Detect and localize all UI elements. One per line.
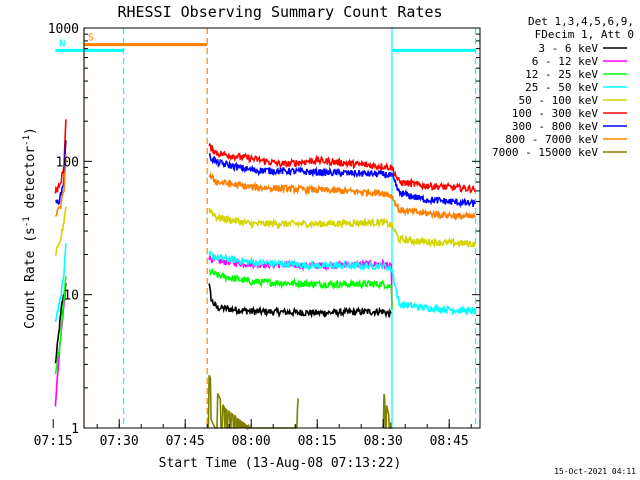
y-tick-label: 10 bbox=[63, 289, 79, 304]
plot-area: SN bbox=[54, 28, 477, 431]
x-tick-label: 08:30 bbox=[364, 434, 403, 449]
legend-label: 800 - 7000 keV bbox=[505, 133, 598, 146]
legend-label: 7000 - 15000 keV bbox=[492, 146, 598, 159]
legend-label: 6 - 12 keV bbox=[532, 55, 599, 68]
x-tick-label: 08:00 bbox=[232, 434, 271, 449]
x-tick-label: 07:30 bbox=[100, 434, 139, 449]
interval-label-0: S bbox=[88, 33, 94, 44]
legend-label: 3 - 6 keV bbox=[538, 42, 598, 55]
interval-label-1: N bbox=[59, 38, 65, 49]
chart-title: RHESSI Observing Summary Count Rates bbox=[117, 3, 442, 21]
y-tick-label: 100 bbox=[56, 155, 79, 170]
legend-label: 12 - 25 keV bbox=[525, 68, 598, 81]
series-line-6 bbox=[55, 140, 476, 209]
x-tick-label: 08:15 bbox=[298, 434, 337, 449]
x-tick-label: 08:45 bbox=[430, 434, 469, 449]
legend-label: 50 - 100 keV bbox=[519, 94, 599, 107]
y-tick-label: 1000 bbox=[48, 22, 79, 37]
footer-date: 15-Oct-2021 04:11 bbox=[554, 467, 636, 476]
series-line-2 bbox=[54, 267, 393, 374]
axes: 1 10 100 1000 07:15 07:30 07:45 08:00 08:15 08:30… bbox=[34, 22, 481, 449]
legend-label: 300 - 800 keV bbox=[512, 120, 598, 133]
legend: Det 1,3,4,5,6,9, FDecim 1, Att 0 3 - 6 k… bbox=[492, 15, 634, 159]
y-tick-label: 1 bbox=[71, 422, 79, 437]
x-tick-label: 07:15 bbox=[34, 434, 73, 449]
legend-header-line-2: FDecim 1, Att 0 bbox=[535, 28, 634, 41]
x-tick-label: 07:45 bbox=[166, 434, 205, 449]
series-line-7 bbox=[54, 154, 476, 222]
series-line-8 bbox=[207, 374, 392, 431]
series-line-5 bbox=[54, 119, 476, 194]
y-axis-label: Count Rate (s-1 detector-1) bbox=[22, 127, 38, 329]
plot-frame bbox=[83, 27, 481, 429]
legend-label: 100 - 300 keV bbox=[512, 107, 598, 120]
legend-label: 25 - 50 keV bbox=[525, 81, 598, 94]
x-axis-label: Start Time (13-Aug-08 07:13:22) bbox=[159, 456, 402, 471]
legend-header-line-1: Det 1,3,4,5,6,9, bbox=[528, 15, 634, 28]
series-line-0 bbox=[54, 283, 392, 364]
series-line-4 bbox=[54, 206, 476, 256]
series-line-3 bbox=[54, 243, 476, 323]
